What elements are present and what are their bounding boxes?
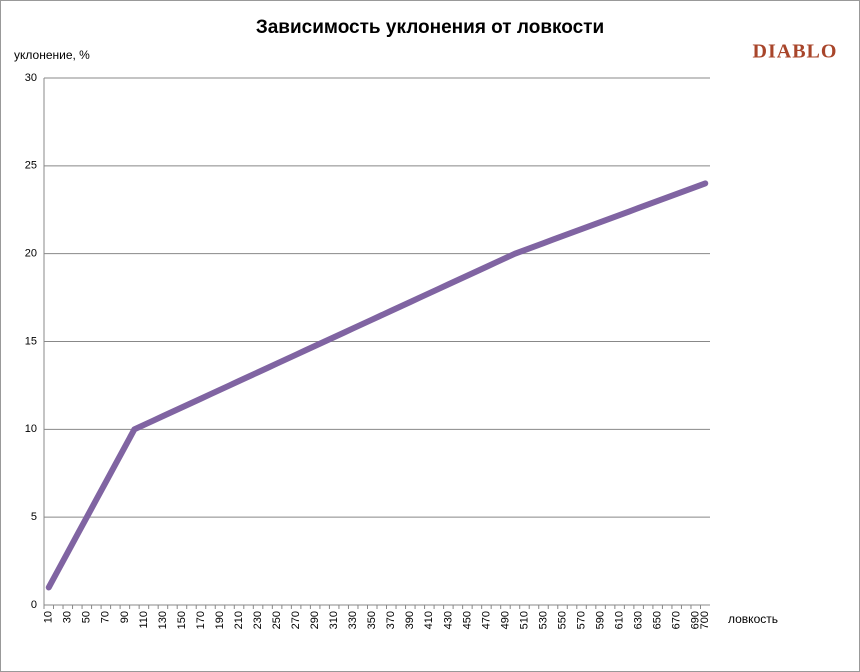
y-tick-label: 15 — [25, 335, 37, 347]
y-axis-label: уклонение, % — [14, 48, 90, 62]
x-tick-label: 570 — [575, 611, 587, 629]
x-tick-label: 450 — [461, 611, 473, 629]
x-tick-label: 90 — [119, 611, 131, 623]
x-tick-label: 530 — [537, 611, 549, 629]
y-tick-label: 20 — [25, 248, 37, 260]
x-tick-label: 190 — [214, 611, 226, 629]
x-tick-label: 470 — [480, 611, 492, 629]
x-tick-label: 330 — [347, 611, 359, 629]
x-tick-label: 630 — [633, 611, 645, 629]
x-tick-label: 290 — [309, 611, 321, 629]
x-axis-label: ловкость — [728, 612, 778, 626]
data-line — [45, 180, 709, 591]
x-tick-label: 550 — [556, 611, 568, 629]
y-tick-label: 30 — [25, 72, 37, 84]
x-tick-label: 610 — [614, 611, 626, 629]
x-tick-label: 390 — [404, 611, 416, 629]
x-tick-label: 130 — [157, 611, 169, 629]
y-tick-label: 25 — [25, 160, 37, 172]
x-tick-label: 150 — [176, 611, 188, 629]
x-tick-label: 370 — [385, 611, 397, 629]
x-tick-label: 250 — [271, 611, 283, 629]
x-tick-label: 30 — [62, 611, 74, 623]
x-tick-label: 110 — [138, 611, 150, 629]
x-tick-label: 490 — [499, 611, 511, 629]
x-tick-label: 50 — [81, 611, 93, 623]
x-tick-label: 170 — [195, 611, 207, 629]
y-tick-label: 0 — [31, 599, 37, 611]
x-tick-label: 670 — [671, 611, 683, 629]
x-tick-label: 690 — [690, 611, 702, 629]
x-tick-label: 700 — [699, 611, 711, 629]
x-tick-label: 410 — [423, 611, 435, 629]
x-tick-label: 210 — [233, 611, 245, 629]
x-tick-label: 590 — [594, 611, 606, 629]
x-tick-label: 70 — [100, 611, 112, 623]
x-tick-label: 650 — [652, 611, 664, 629]
y-tick-label: 10 — [25, 423, 37, 435]
x-tick-label: 270 — [290, 611, 302, 629]
x-tick-label: 430 — [442, 611, 454, 629]
logo: DIABLO — [753, 41, 838, 63]
x-tick-label: 10 — [43, 611, 55, 623]
chart-title: Зависимость уклонения от ловкости — [256, 17, 604, 38]
x-tick-label: 230 — [252, 611, 264, 629]
x-tick-label: 350 — [366, 611, 378, 629]
x-tick-label: 510 — [518, 611, 530, 629]
x-tick-label: 310 — [328, 611, 340, 629]
y-tick-label: 5 — [31, 511, 37, 523]
